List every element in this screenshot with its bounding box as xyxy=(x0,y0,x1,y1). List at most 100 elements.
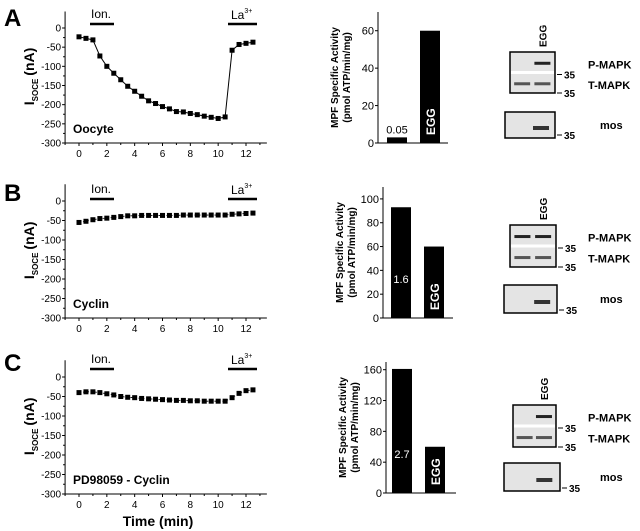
bar-egg xyxy=(425,446,445,493)
y-tick-label: -200 xyxy=(41,275,61,286)
data-point xyxy=(187,110,193,116)
x-tick-label: 12 xyxy=(240,500,252,511)
marker-label: 35 xyxy=(565,443,577,454)
y-tick-label: 60 xyxy=(367,242,379,254)
la-label-text: La xyxy=(231,183,245,197)
x-tick-label: 0 xyxy=(76,500,82,511)
y-tick-label: -300 xyxy=(41,139,61,150)
x-tick-label: 8 xyxy=(188,500,194,511)
y-tick-label: -50 xyxy=(47,392,62,403)
bar-egg xyxy=(424,246,444,318)
y-tick-label: 80 xyxy=(367,218,379,230)
data-point xyxy=(97,53,103,59)
data-point xyxy=(83,35,89,41)
x-tick-label: 0 xyxy=(76,149,82,160)
data-point xyxy=(236,390,242,396)
y-label-unit: (nA) xyxy=(21,48,37,76)
data-point xyxy=(139,212,145,218)
x-tick-label: 2 xyxy=(104,500,110,511)
mos-blot-box xyxy=(503,284,558,314)
data-point xyxy=(187,212,193,218)
marker-label: 35 xyxy=(565,424,577,435)
data-point xyxy=(125,83,131,89)
y-tick-label: -100 xyxy=(41,236,61,247)
data-point xyxy=(201,398,207,404)
mos-blot-box xyxy=(503,462,561,492)
data-point xyxy=(236,41,242,47)
t-mapk-band xyxy=(516,436,533,440)
y-axis-label-line1: MPF Specific Activity xyxy=(335,202,346,303)
x-tick-label: 10 xyxy=(213,500,225,511)
data-point xyxy=(104,391,110,397)
data-point xyxy=(90,217,96,223)
data-point xyxy=(125,394,131,400)
y-tick-label: -150 xyxy=(41,81,61,92)
t-mapk-label: T-MAPK xyxy=(588,434,630,446)
data-point xyxy=(118,214,124,220)
data-point xyxy=(243,40,249,46)
data-point xyxy=(173,109,179,115)
data-point xyxy=(208,398,214,404)
t-mapk-band xyxy=(534,82,551,86)
lane-label-egg: EGG xyxy=(538,25,549,47)
data-point xyxy=(250,387,256,393)
data-point xyxy=(166,397,172,403)
y-tick-label: -200 xyxy=(41,100,61,111)
data-point xyxy=(215,398,221,404)
y-axis-label-line2: (pmol ATP/min/mg) xyxy=(342,32,353,123)
marker-label: 35 xyxy=(564,131,576,142)
data-point xyxy=(236,211,242,217)
la-label-text: La xyxy=(231,353,245,367)
x-tick-label: 8 xyxy=(188,324,194,335)
panel-letter: C xyxy=(4,350,21,377)
x-tick-label: 12 xyxy=(240,324,252,335)
x-tick-label: 4 xyxy=(132,500,138,511)
y-axis-label: ISOCE (nA) xyxy=(21,222,40,280)
ion-label: Ion. xyxy=(91,182,111,196)
y-tick-label: -150 xyxy=(41,431,61,442)
data-point xyxy=(208,212,214,218)
marker-label: 35 xyxy=(565,263,577,274)
x-tick-label: 4 xyxy=(132,149,138,160)
y-axis-label-line2: (pmol ATP/min/mg) xyxy=(350,382,361,473)
p-mapk-band xyxy=(535,235,552,239)
marker-label: 35 xyxy=(564,89,576,100)
data-point xyxy=(166,212,172,218)
panel-letter: B xyxy=(4,180,21,207)
la-label-text: La xyxy=(231,8,245,22)
data-point xyxy=(222,212,228,218)
data-point xyxy=(118,394,124,399)
data-point xyxy=(215,115,221,121)
data-point xyxy=(104,215,110,221)
line-chart-b: B 0 -50 -100 -150 -200 -250 -300 0 2 4 6 8 10 12 ISOCE (… xyxy=(4,180,267,335)
bar-value-label: 1.6 xyxy=(393,274,408,286)
condition-label: Oocyte xyxy=(73,122,114,136)
x-tick-label: 10 xyxy=(213,149,225,160)
series-line xyxy=(78,36,254,119)
y-tick-label: 100 xyxy=(361,194,379,206)
marker-label: 35 xyxy=(566,306,578,317)
y-label-sub: SOCE xyxy=(31,252,40,275)
data-point xyxy=(201,113,207,119)
mos-band xyxy=(536,478,553,482)
x-tick-label: 0 xyxy=(76,324,82,335)
y-tick-label: -250 xyxy=(41,294,61,305)
data-point xyxy=(243,210,249,216)
y-tick-label: 0 xyxy=(56,197,62,208)
y-tick-label: 20 xyxy=(362,101,374,113)
data-point xyxy=(153,101,159,107)
bar-category-label: EGG xyxy=(424,108,438,135)
p-mapk-label: P-MAPK xyxy=(588,413,631,425)
data-point xyxy=(173,397,179,403)
y-tick-label: 160 xyxy=(364,365,382,377)
x-tick-label: 2 xyxy=(104,149,110,160)
data-point xyxy=(83,218,89,224)
y-tick-label: 40 xyxy=(370,457,382,469)
data-point xyxy=(146,212,152,218)
data-point xyxy=(160,212,165,218)
data-point xyxy=(229,211,235,217)
y-axis-label-line1: MPF Specific Activity xyxy=(338,377,349,478)
data-point xyxy=(201,212,207,218)
